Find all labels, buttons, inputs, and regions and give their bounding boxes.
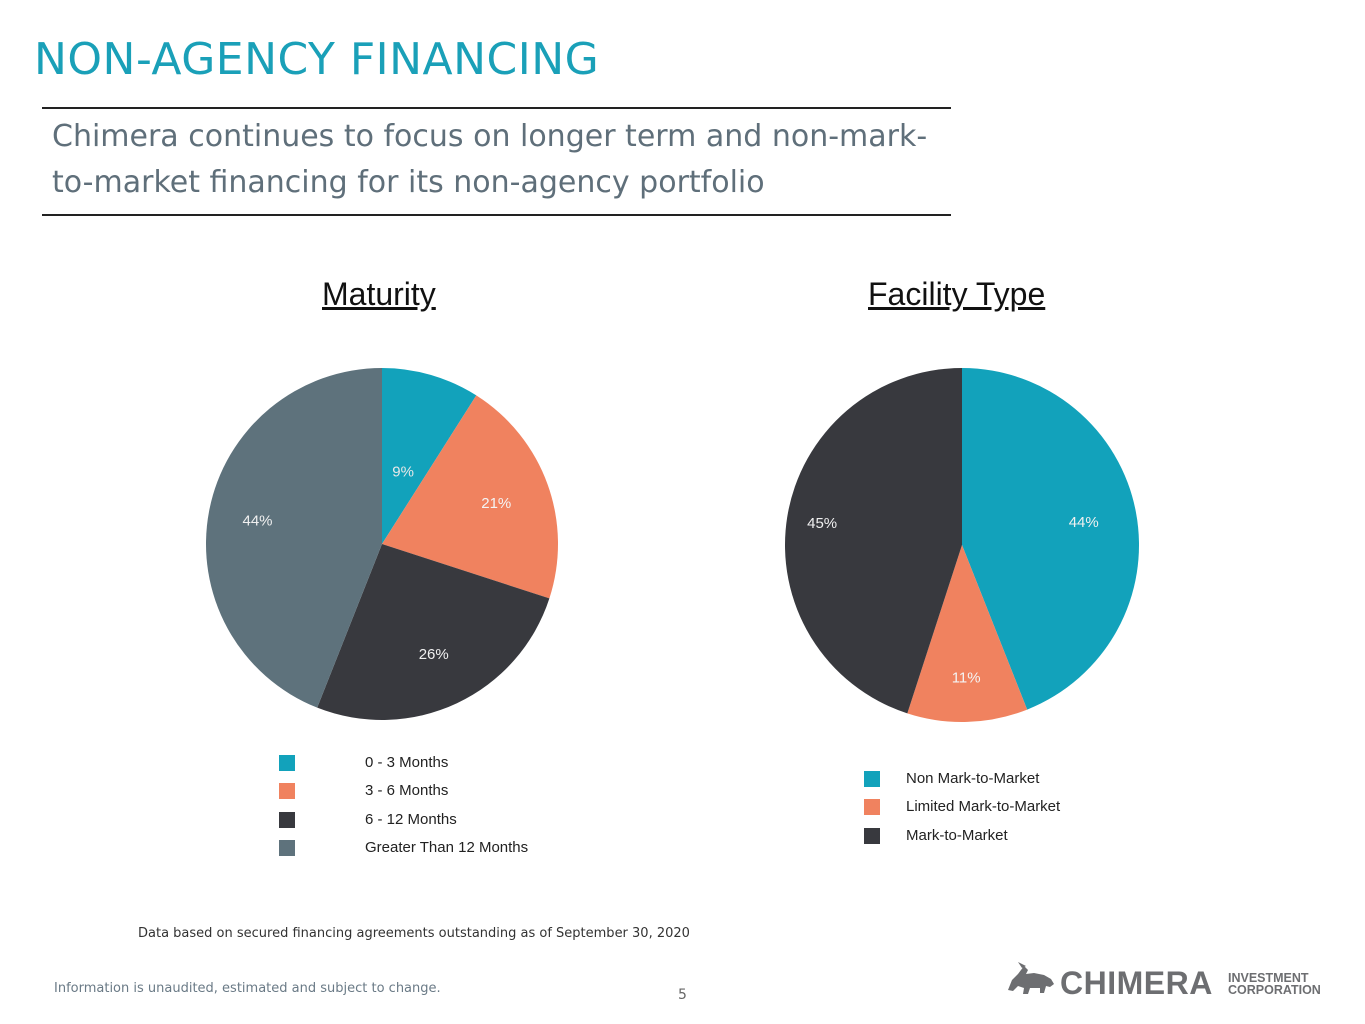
pie-slice-non-mark-to-market — [962, 368, 1140, 710]
pie-data-label: 44% — [243, 512, 273, 529]
pie-slice-3-6-months — [382, 395, 558, 599]
slide-title: NON-AGENCY FINANCING — [34, 34, 600, 85]
pie-slice-mark-to-market — [785, 368, 962, 714]
legend-swatch — [279, 812, 295, 828]
legend-label: Limited Mark-to-Market — [906, 798, 1061, 815]
legend-label: Non Mark-to-Market — [906, 770, 1040, 787]
facility-type-legend: Non Mark-to-Market Limited Mark-to-Marke… — [864, 769, 1124, 849]
data-footnote: Data based on secured financing agreemen… — [138, 926, 690, 941]
legend-swatch — [864, 828, 880, 844]
logo-wordmark: CHIMERA — [1060, 965, 1213, 1001]
pie-data-label: 45% — [807, 515, 837, 532]
legend-label: 6 - 12 Months — [365, 811, 457, 828]
maturity-chart-title: Maturity — [322, 276, 436, 312]
bull-icon — [1008, 962, 1054, 994]
pie-data-label: 11% — [952, 670, 981, 687]
legend-label: Mark-to-Market — [906, 827, 1008, 844]
legend-label: 0 - 3 Months — [365, 754, 449, 771]
legend-label: Greater Than 12 Months — [365, 839, 529, 856]
pie-slice-6-12-months — [317, 544, 550, 720]
logo-subtitle-line1: INVESTMENT — [1228, 971, 1309, 985]
legend-swatch — [279, 755, 295, 771]
legend-label: 3 - 6 Months — [365, 782, 449, 799]
facility-type-chart-title: Facility Type — [868, 276, 1046, 312]
pie-slice-limited-mark-to-market — [907, 545, 1028, 722]
pie-data-label: 26% — [419, 646, 449, 663]
legend-swatch — [864, 799, 880, 815]
legend-swatch — [864, 771, 880, 787]
pie-data-label: 21% — [481, 495, 511, 512]
legend-swatch — [279, 783, 295, 799]
disclaimer-text: Information is unaudited, estimated and … — [54, 981, 441, 996]
legend-swatch — [279, 840, 295, 856]
top-rule — [42, 107, 951, 109]
chimera-logo: CHIMERA INVESTMENT CORPORATION — [1004, 960, 1344, 1001]
slide-subtitle: Chimera continues to focus on longer ter… — [52, 119, 928, 200]
logo-subtitle-line2: CORPORATION — [1228, 983, 1321, 997]
page-number: 5 — [678, 987, 687, 1003]
pie-data-label: 44% — [1069, 514, 1099, 531]
bottom-rule — [42, 214, 951, 216]
pie-data-label: 9% — [392, 463, 414, 480]
pie-slice-0-3-months — [382, 368, 477, 544]
maturity-legend: 0 - 3 Months 3 - 6 Months 6 - 12 Months … — [279, 753, 579, 863]
pie-slice-greater-than-12-months — [205, 368, 382, 708]
